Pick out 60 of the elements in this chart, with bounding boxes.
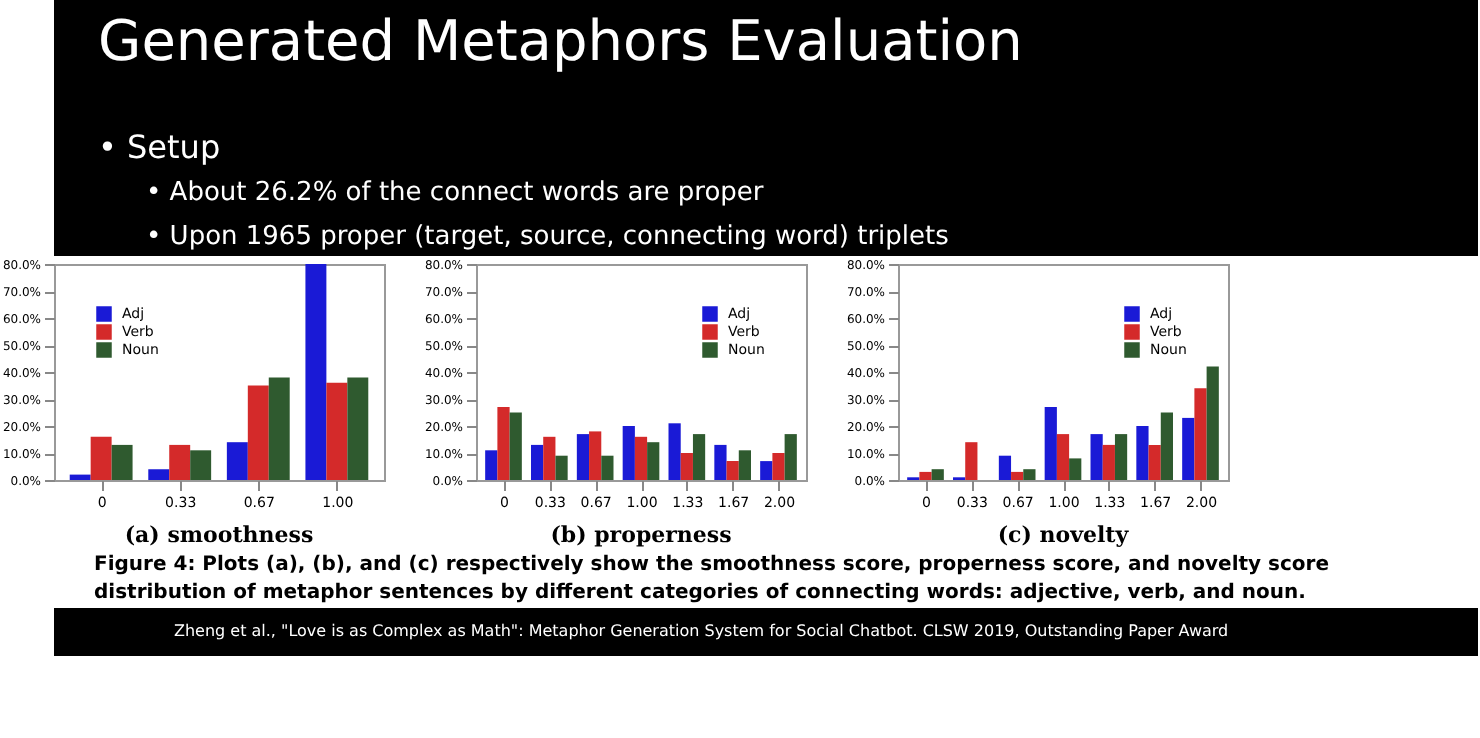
- bar: [111, 444, 133, 480]
- bar: [647, 442, 660, 480]
- bar: [998, 455, 1012, 480]
- caption: Figure 4: Plots (a), (b), and (c) respectively show the smoothness score, properness score, and novelty score distribution of metaphor sentences by different categories of connecting words: adjective, verb, and noun.: [94, 554, 1330, 604]
- bar: [531, 444, 544, 480]
- bar: [692, 434, 706, 480]
- text: (c) novelty: [997, 522, 1130, 548]
- bar: [226, 442, 248, 480]
- bar: [919, 471, 932, 480]
- bar: [1114, 434, 1128, 480]
- bar: [69, 474, 91, 480]
- text: (a) smoothness: [124, 522, 314, 548]
- text: (b) properness: [550, 522, 732, 548]
- bar: [1160, 412, 1173, 480]
- bar: [1194, 388, 1207, 480]
- bar: [1206, 366, 1219, 480]
- bar: [589, 431, 602, 480]
- bar: [601, 455, 614, 480]
- bar: [965, 442, 978, 480]
- bar: [555, 455, 568, 480]
- text: • Upon 1965 proper (target, source, connecting word) triplets: [146, 222, 950, 252]
- bar: [622, 426, 635, 480]
- bar: [148, 469, 170, 480]
- bar: [326, 382, 348, 480]
- text: • About 26.2% of the connect words are proper: [146, 178, 765, 208]
- bar: [680, 453, 693, 480]
- bar: [634, 436, 648, 480]
- bar: [576, 434, 590, 480]
- bar: [1044, 407, 1057, 480]
- bar: [738, 450, 751, 480]
- bar: [509, 412, 522, 480]
- bar: [90, 436, 112, 480]
- bar: [305, 264, 327, 480]
- bar: [1090, 434, 1103, 480]
- bar: [931, 469, 944, 480]
- bar: [169, 444, 191, 480]
- text: Generated Metaphors Evaluation: [98, 8, 1023, 74]
- text: Zheng et al., "Love is as Complex as Math": Metaphor Generation System for Social Chatbot. CLSW 2019, Outstanding Paper Award: [174, 622, 1229, 640]
- bar: [714, 444, 727, 480]
- bar: [726, 461, 739, 480]
- bar: [1182, 417, 1195, 480]
- bar: [1011, 471, 1024, 480]
- bar: [784, 434, 797, 480]
- bar: [668, 423, 681, 480]
- bar: [1069, 458, 1082, 480]
- bar: [247, 385, 269, 480]
- bar: [543, 436, 556, 480]
- bar: [1023, 469, 1036, 480]
- bar: [1148, 444, 1161, 480]
- bar: [760, 461, 773, 480]
- bar: [1102, 444, 1115, 480]
- bar: [190, 450, 212, 480]
- text: • Setup: [98, 128, 221, 166]
- bar: [268, 377, 290, 480]
- bar: [1056, 434, 1070, 480]
- bar: [485, 450, 498, 480]
- bar: [1136, 426, 1149, 480]
- bar: [347, 377, 369, 480]
- bar: [497, 407, 510, 480]
- bar: [772, 453, 785, 480]
